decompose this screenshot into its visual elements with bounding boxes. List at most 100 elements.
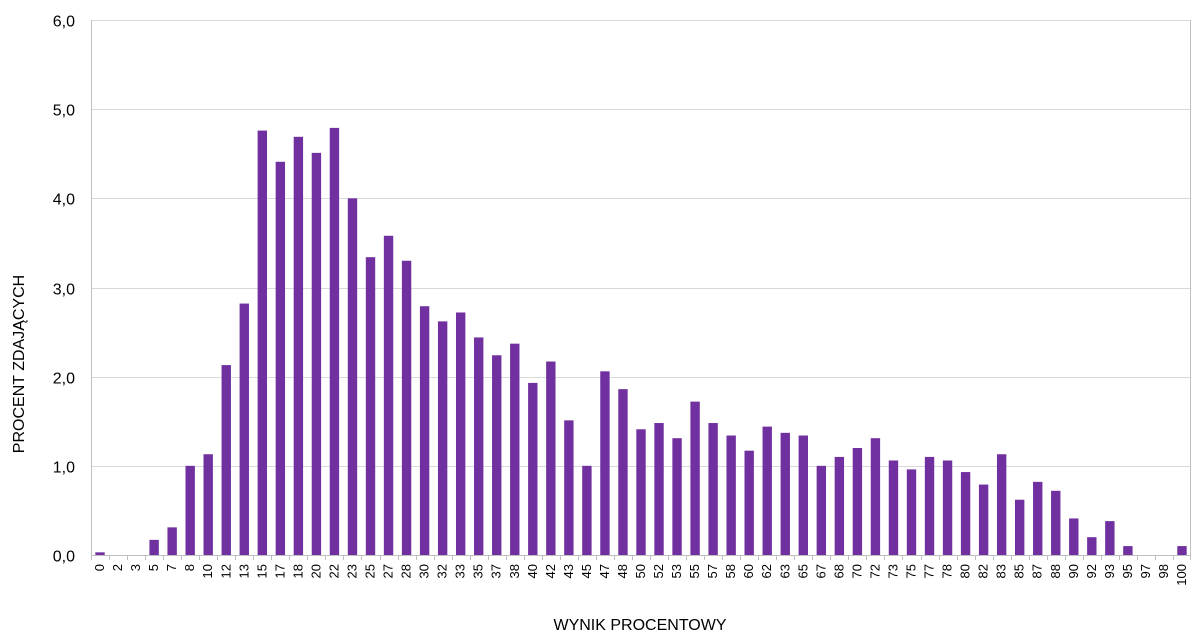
x-tick-label: 73 — [885, 564, 900, 578]
bar-62 — [762, 426, 772, 555]
bar-52 — [654, 423, 664, 555]
bar-17 — [275, 161, 286, 555]
bar-23 — [347, 198, 358, 555]
bar-50 — [636, 429, 646, 555]
x-tick-label: 0 — [92, 564, 107, 571]
bar-100 — [1177, 546, 1187, 555]
bar-47 — [600, 371, 610, 555]
x-tick-label: 85 — [1012, 564, 1027, 578]
tick-labels: 0,01,02,03,04,05,06,00 2 3 5 7 8 10 12 13 15 17 18 2… — [53, 14, 1189, 586]
bars — [95, 127, 1187, 556]
bar-68 — [834, 456, 845, 555]
x-tick-label: 35 — [471, 564, 486, 578]
x-tick-label: 63 — [777, 564, 792, 578]
x-tick-label: 98 — [1156, 564, 1171, 578]
bar-45 — [582, 465, 592, 555]
x-tick-label: 45 — [579, 564, 594, 578]
bar-18 — [293, 136, 304, 555]
bar-20 — [311, 152, 322, 556]
bar-8 — [185, 465, 195, 555]
bar-83 — [996, 454, 1007, 555]
bar-15 — [257, 130, 267, 555]
x-tick-label: 77 — [922, 564, 937, 578]
x-tick-label: 80 — [958, 564, 973, 578]
bar-7 — [167, 527, 177, 555]
x-tick-label: 18 — [290, 564, 305, 578]
bar-60 — [744, 450, 754, 555]
bar-10 — [203, 454, 213, 555]
bar-82 — [978, 484, 989, 555]
x-tick-label: 12 — [218, 564, 233, 578]
x-tick-label: 93 — [1102, 564, 1117, 578]
x-tick-label: 2 — [110, 564, 125, 571]
bar-58 — [726, 435, 736, 555]
bar-73 — [888, 460, 899, 555]
bar-33 — [455, 312, 466, 555]
bar-67 — [816, 465, 827, 555]
bar-27 — [383, 235, 394, 555]
x-tick-label: 20 — [308, 564, 323, 578]
x-tick-label: 25 — [363, 564, 378, 578]
y-tick-label: 5,0 — [53, 103, 75, 120]
bar-95 — [1123, 546, 1133, 555]
x-tick-label: 55 — [687, 564, 702, 578]
x-tick-label: 7 — [164, 564, 179, 571]
bar-63 — [780, 432, 790, 555]
bar-0 — [95, 552, 105, 555]
bar-90 — [1069, 518, 1079, 555]
x-tick-label: 42 — [543, 564, 558, 578]
bar-12 — [221, 365, 231, 555]
x-tick-label: 10 — [200, 564, 215, 578]
x-tick-label: 5 — [146, 564, 161, 571]
bar-48 — [618, 389, 628, 555]
x-tick-label: 23 — [344, 564, 359, 578]
bar-57 — [708, 423, 718, 555]
bar-55 — [690, 401, 700, 555]
bar-87 — [1033, 481, 1043, 555]
x-tick-label: 70 — [849, 564, 864, 578]
bar-88 — [1051, 490, 1061, 555]
bar-72 — [870, 438, 881, 555]
x-tick-label: 32 — [435, 564, 450, 578]
x-tick-label: 33 — [453, 564, 468, 578]
x-tick-label: 37 — [489, 564, 504, 578]
x-tick-label: 38 — [507, 564, 522, 578]
x-tick-label: 88 — [1048, 564, 1063, 578]
axes — [91, 20, 1191, 560]
x-tick-label: 43 — [561, 564, 576, 578]
y-tick-label: 0,0 — [53, 549, 75, 566]
bar-65 — [798, 435, 808, 555]
bar-37 — [492, 355, 502, 555]
x-tick-label: 40 — [525, 564, 540, 578]
x-tick-label: 15 — [254, 564, 269, 578]
x-tick-label: 8 — [182, 564, 197, 571]
x-tick-label: 22 — [326, 564, 341, 578]
bar-92 — [1087, 537, 1097, 555]
bar-38 — [510, 343, 520, 555]
x-tick-label: 72 — [867, 564, 882, 578]
bar-25 — [365, 257, 376, 555]
bar-75 — [906, 469, 917, 555]
x-tick-label: 82 — [976, 564, 991, 578]
x-tick-label: 13 — [236, 564, 251, 578]
x-tick-label: 28 — [399, 564, 414, 578]
bar-42 — [546, 361, 556, 555]
bar-30 — [419, 306, 430, 555]
bar-53 — [672, 438, 682, 555]
x-tick-label: 57 — [705, 564, 720, 578]
x-tick-label: 17 — [272, 564, 287, 578]
bar-35 — [474, 337, 484, 555]
bar-80 — [960, 472, 971, 555]
x-tick-label: 87 — [1030, 564, 1045, 578]
x-tick-label: 27 — [381, 564, 396, 578]
y-tick-label: 4,0 — [53, 192, 75, 209]
bar-13 — [239, 303, 249, 555]
bar-43 — [564, 420, 574, 555]
x-tick-label: 68 — [831, 564, 846, 578]
gridlines — [91, 20, 1191, 467]
y-axis-title: PROCENT ZDAJĄCYCH — [11, 275, 28, 453]
bar-40 — [528, 382, 538, 555]
x-tick-label: 52 — [651, 564, 666, 578]
bar-77 — [924, 456, 935, 555]
